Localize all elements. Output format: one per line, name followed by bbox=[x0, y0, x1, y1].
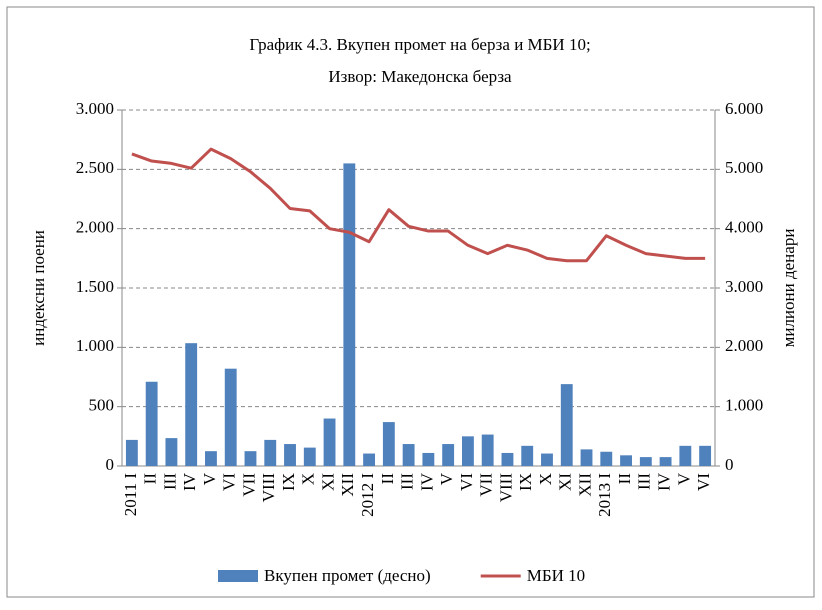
x-tick-label: III bbox=[398, 473, 417, 490]
x-tick-label: 2013 I bbox=[595, 473, 614, 517]
bar bbox=[303, 447, 316, 466]
chart-title: График 4.3. Вкупен промет на берза и МБИ… bbox=[249, 35, 590, 54]
y2-axis-label: милиони денари bbox=[779, 229, 798, 348]
x-tick-label: IV bbox=[654, 472, 673, 491]
y2-tick-label: 2.000 bbox=[725, 336, 763, 355]
y2-tick-label: 4.000 bbox=[725, 218, 763, 237]
bar bbox=[501, 452, 514, 466]
x-tick-label: 2011 I bbox=[121, 473, 140, 517]
y2-tick-label: 3.000 bbox=[725, 277, 763, 296]
y-tick-label: 0 bbox=[106, 455, 115, 474]
bar bbox=[481, 434, 494, 466]
bar bbox=[402, 444, 415, 466]
bar bbox=[185, 343, 198, 466]
y-tick-label: 3.000 bbox=[76, 99, 114, 118]
x-tick-label: XI bbox=[318, 473, 337, 491]
bar bbox=[639, 457, 652, 466]
bar bbox=[541, 453, 553, 466]
bar bbox=[620, 455, 632, 466]
bar bbox=[145, 381, 158, 466]
bar bbox=[422, 452, 435, 466]
y-axis-label: индексни поени bbox=[29, 230, 48, 346]
x-tick-label: VI bbox=[694, 473, 713, 491]
y-tick-label: 1.500 bbox=[76, 277, 114, 296]
bar bbox=[264, 439, 277, 466]
y2-tick-label: 5.000 bbox=[725, 158, 763, 177]
x-tick-label: III bbox=[635, 473, 654, 490]
bar bbox=[205, 451, 217, 466]
y2-tick-label: 0 bbox=[725, 455, 734, 474]
x-tick-label: II bbox=[378, 473, 397, 485]
x-tick-label: VI bbox=[457, 473, 476, 491]
bar bbox=[125, 439, 138, 466]
x-tick-label: V bbox=[437, 472, 456, 485]
legend-label: Вкупен промет (десно) bbox=[264, 566, 431, 585]
x-tick-label: VII bbox=[239, 473, 258, 497]
y-tick-label: 2.500 bbox=[76, 158, 114, 177]
x-tick-label: III bbox=[160, 473, 179, 490]
y-tick-label: 500 bbox=[89, 396, 115, 415]
bar bbox=[244, 451, 257, 466]
x-tick-label: X bbox=[536, 473, 555, 485]
x-tick-label: IX bbox=[279, 473, 298, 491]
x-tick-label: V bbox=[200, 472, 219, 485]
x-tick-label: IV bbox=[180, 472, 199, 491]
line bbox=[131, 147, 706, 263]
legend-label: МБИ 10 bbox=[527, 566, 585, 585]
x-tick-label: VIII bbox=[259, 473, 278, 503]
bar bbox=[363, 453, 376, 466]
x-tick-label: XII bbox=[338, 473, 357, 497]
y2-tick-label: 1.000 bbox=[725, 396, 763, 415]
chart-frame bbox=[6, 6, 815, 598]
bar bbox=[600, 451, 613, 466]
bar bbox=[699, 445, 712, 466]
bar bbox=[560, 384, 573, 466]
bar bbox=[165, 438, 178, 466]
x-tick-label: X bbox=[299, 473, 318, 485]
chart-subtitle: Извор: Македонска берза bbox=[328, 67, 512, 86]
bar bbox=[679, 445, 692, 466]
bar bbox=[382, 422, 395, 466]
x-tick-label: II bbox=[141, 473, 160, 485]
legend-swatch bbox=[218, 570, 258, 582]
bar bbox=[659, 457, 672, 466]
x-tick-label: IX bbox=[516, 473, 535, 491]
x-tick-label: VI bbox=[220, 473, 239, 491]
bar bbox=[343, 163, 356, 466]
bar bbox=[580, 449, 593, 466]
x-tick-label: VIII bbox=[496, 473, 515, 503]
x-tick-label: XI bbox=[556, 473, 575, 491]
y-tick-label: 1.000 bbox=[76, 336, 114, 355]
bar bbox=[521, 445, 534, 466]
bar bbox=[461, 436, 474, 466]
bar bbox=[442, 444, 455, 466]
bar bbox=[284, 444, 296, 466]
bar bbox=[323, 418, 336, 466]
x-tick-label: V bbox=[674, 472, 693, 485]
x-tick-label: IV bbox=[417, 472, 436, 491]
bar bbox=[224, 368, 237, 466]
x-tick-label: II bbox=[615, 473, 634, 485]
x-tick-label: XII bbox=[575, 473, 594, 497]
y2-tick-label: 6.000 bbox=[725, 99, 763, 118]
x-tick-label: VII bbox=[477, 473, 496, 497]
x-tick-label: 2012 I bbox=[358, 473, 377, 517]
y-tick-label: 2.000 bbox=[76, 218, 114, 237]
